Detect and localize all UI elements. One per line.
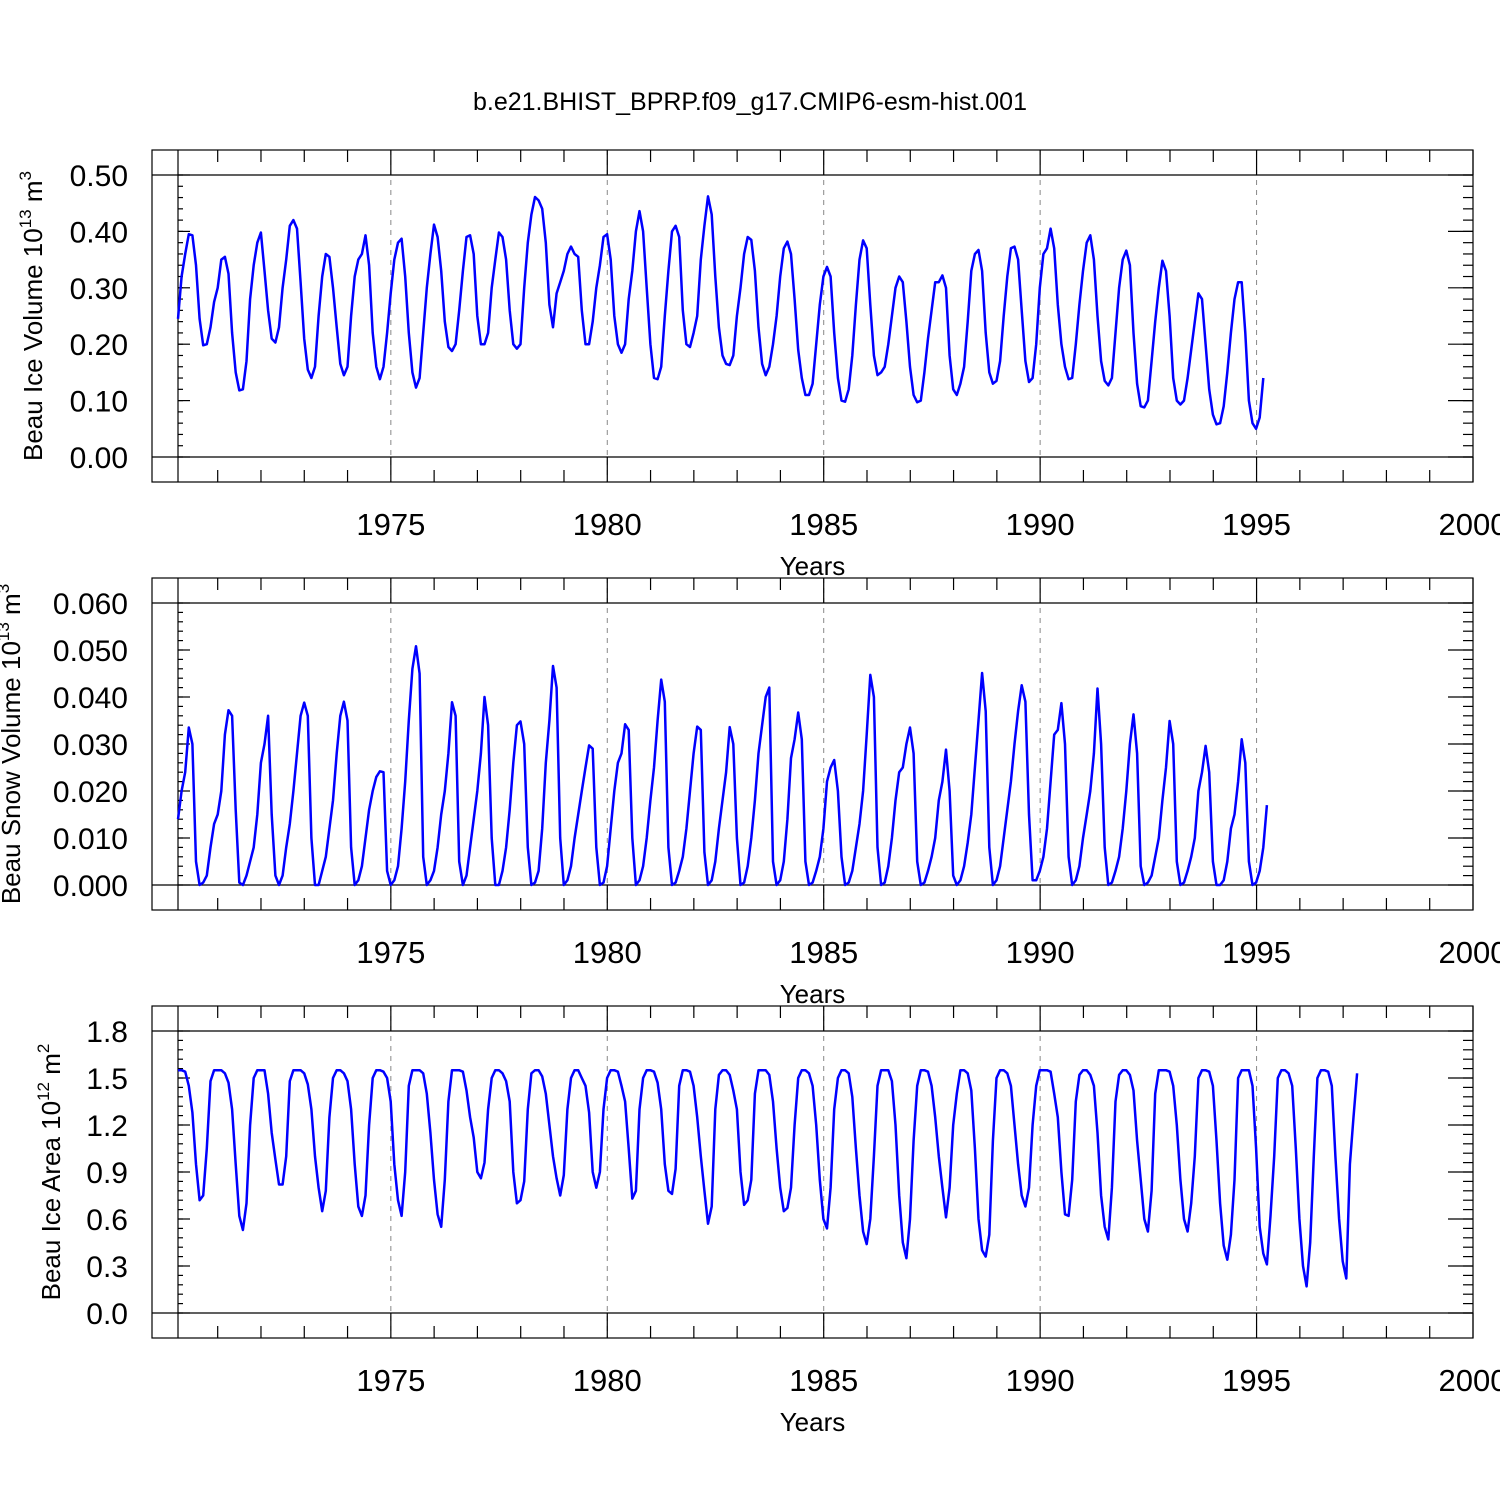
y-axis-label-superscript: 13 <box>16 209 35 228</box>
x-tick-label: 1990 <box>1006 1363 1075 1398</box>
x-tick-label: 1980 <box>573 935 642 970</box>
y-axis-label-text: m <box>18 180 48 209</box>
y-tick-label: 1.5 <box>86 1063 128 1096</box>
x-tick-label: 2000 <box>1439 1363 1500 1398</box>
y-tick-label: 0.9 <box>86 1157 128 1190</box>
x-tick-label: 1975 <box>356 507 425 542</box>
x-tick-label: 1995 <box>1222 507 1291 542</box>
panels: 0.00 0.10 0.20 0.30 0.40 0.50 1975 1980 1985 1990… <box>0 149 1500 1437</box>
x-tick-label: 1985 <box>789 935 858 970</box>
y-tick-label: 0.0 <box>86 1298 128 1331</box>
y-tick-label: 0.50 <box>70 160 128 193</box>
y-tick-label: 0.010 <box>53 823 128 856</box>
y-axis-label-text: m <box>36 1053 66 1082</box>
x-tick-label: 2000 <box>1439 507 1500 542</box>
y-tick-label: 0.10 <box>70 386 128 419</box>
y-tick-label: 0.20 <box>70 329 128 362</box>
plot-frame <box>151 577 1474 911</box>
y-tick-label: 1.8 <box>86 1016 128 1049</box>
y-tick-label: 0.020 <box>53 776 128 809</box>
x-tick-label: 1995 <box>1222 935 1291 970</box>
y-tick-label: 0.040 <box>53 682 128 715</box>
chart-panel-3: 0.0 0.3 0.6 0.9 1.2 1.5 1.8 1975 1980 1985 1990 199… <box>34 1005 1500 1437</box>
x-tick-label: 1995 <box>1222 1363 1291 1398</box>
figure-title: b.e21.BHIST_BPRP.f09_g17.CMIP6-esm-hist.… <box>473 88 1027 116</box>
y-tick-label: 0.000 <box>53 870 128 903</box>
x-tick-label: 2000 <box>1439 935 1500 970</box>
series-line-beau-snow-volume <box>176 644 1269 887</box>
y-axis-label-text: Beau Ice Volume 10 <box>18 228 48 461</box>
x-tick-label: 1975 <box>356 935 425 970</box>
series-line-beau-ice-volume <box>176 195 1265 431</box>
y-axis-label: Beau Ice Volume 1013 m3 <box>16 171 48 461</box>
y-tick-label: 0.30 <box>70 273 128 306</box>
y-tick-label: 0.00 <box>70 442 128 475</box>
y-axis-label: Beau Ice Area 1012 m2 <box>34 1044 66 1301</box>
x-axis-label: Years <box>780 1407 846 1437</box>
y-tick-label: 0.050 <box>53 635 128 668</box>
x-axis-label: Years <box>780 979 846 1009</box>
y-axis-label-superscript: 3 <box>0 584 13 593</box>
y-axis-label-superscript: 12 <box>34 1082 53 1101</box>
y-axis-label-text: m <box>0 593 26 622</box>
y-tick-label: 1.2 <box>86 1110 128 1143</box>
y-axis-label-text: Beau Ice Area 10 <box>36 1101 66 1300</box>
y-tick-label: 0.030 <box>53 729 128 762</box>
chart-panel-1: 0.00 0.10 0.20 0.30 0.40 0.50 1975 1980 1985 1990… <box>16 149 1500 581</box>
series-line-beau-ice-area <box>178 1068 1359 1288</box>
y-tick-label: 0.3 <box>86 1251 128 1284</box>
chart-panel-2: 0.000 0.010 0.020 0.030 0.040 0.050 0.060 1975 1… <box>0 577 1500 1009</box>
y-axis-label-text: Beau Snow Volume 10 <box>0 641 26 904</box>
y-axis-label-superscript: 3 <box>16 171 35 180</box>
y-tick-label: 0.060 <box>53 588 128 621</box>
y-tick-label: 0.40 <box>70 216 128 249</box>
y-axis-label-superscript: 13 <box>0 622 13 641</box>
x-tick-label: 1990 <box>1006 935 1075 970</box>
y-axis-label-superscript: 2 <box>34 1044 53 1053</box>
x-tick-label: 1985 <box>789 1363 858 1398</box>
x-tick-label: 1975 <box>356 1363 425 1398</box>
plot-frame <box>151 149 1474 483</box>
y-axis-label: Beau Snow Volume 1013 m3 <box>0 584 26 904</box>
x-tick-label: 1980 <box>573 1363 642 1398</box>
plot-frame <box>151 1005 1474 1339</box>
x-tick-label: 1980 <box>573 507 642 542</box>
x-tick-label: 1990 <box>1006 507 1075 542</box>
x-tick-label: 1985 <box>789 507 858 542</box>
x-axis-label: Years <box>780 551 846 581</box>
y-tick-label: 0.6 <box>86 1204 128 1237</box>
